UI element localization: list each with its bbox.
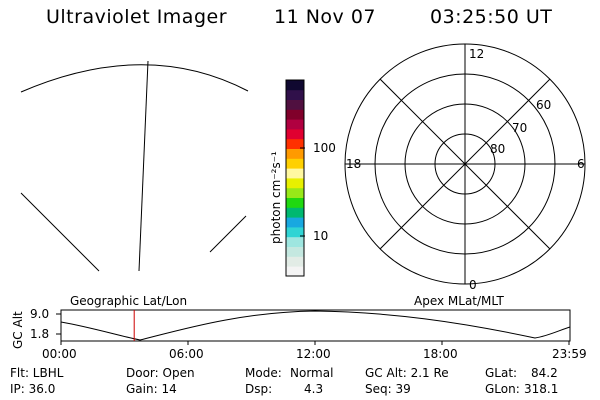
colorbar-segment xyxy=(286,207,304,218)
lat-label-70: 70 xyxy=(512,121,528,135)
meridian-line xyxy=(138,60,149,272)
glon-value: 318.1 xyxy=(524,382,559,396)
colorbar-segment xyxy=(286,138,304,149)
filter-readout: Flt: LBHL xyxy=(10,366,64,380)
gc-alt-readout: GC Alt: 2.1 Re xyxy=(365,366,449,380)
strip-xtick-4: 23:59 xyxy=(552,347,587,361)
mlt-polar-plot xyxy=(344,43,586,285)
mlt-diagonal-2 xyxy=(379,78,551,250)
strip-y-label: GC Alt xyxy=(11,311,25,349)
colorbar-segment xyxy=(286,129,304,140)
glat-value: 84.2 xyxy=(531,366,558,380)
geographic-image-panel xyxy=(20,60,249,272)
colorbar-segment xyxy=(286,109,304,120)
image-date: 11 Nov 07 xyxy=(274,6,377,28)
imager-title: Ultraviolet Imager xyxy=(46,6,228,28)
glat-label: GLat: xyxy=(485,366,518,380)
colorbar-segment xyxy=(286,99,304,110)
altitude-curve xyxy=(60,310,571,341)
colorbar-segment xyxy=(286,119,304,130)
colorbar-segment xyxy=(286,80,304,91)
dsp-value: 4.3 xyxy=(304,382,324,396)
earth-limb-arc xyxy=(20,64,249,93)
mlt-label-0: 0 xyxy=(469,278,477,292)
mlt-label-18: 18 xyxy=(346,157,362,171)
intensity-colorbar xyxy=(285,79,305,277)
colorbar-ticks xyxy=(300,147,305,237)
ip-readout: IP: 36.0 xyxy=(10,382,56,396)
mode-value: Normal xyxy=(290,366,334,380)
colorbar-unit-label: photon cm⁻²s⁻¹ xyxy=(269,151,283,244)
colorbar-segment xyxy=(286,246,304,257)
lat-label-60: 60 xyxy=(536,98,552,112)
strip-xtick-0: 00:00 xyxy=(42,347,77,361)
altitude-strip-chart xyxy=(56,309,571,345)
strip-frame xyxy=(60,309,571,342)
mlt-label-6: 6 xyxy=(577,157,585,171)
colorbar-segment xyxy=(286,236,304,247)
grid-line-right xyxy=(209,215,247,253)
colorbar-segment xyxy=(286,158,304,169)
colorbar-segment xyxy=(286,266,304,277)
mode-label: Mode: xyxy=(245,366,282,380)
grid-line-left xyxy=(20,192,100,272)
colorbar-tick-100: 100 xyxy=(313,141,336,155)
strip-ytick-top: 9.0 xyxy=(30,307,50,321)
lat-label-80: 80 xyxy=(490,142,506,156)
strip-right-title: Apex MLat/MLT xyxy=(414,294,504,308)
strip-xtick-3: 18:00 xyxy=(423,347,458,361)
colorbar-segment xyxy=(286,187,304,198)
colorbar-segment xyxy=(286,168,304,179)
glon-label: GLon: xyxy=(485,382,520,396)
colorbar-segment xyxy=(286,197,304,208)
gain-readout: Gain: 14 xyxy=(126,382,177,396)
x-ticks xyxy=(60,341,570,345)
seq-readout: Seq: 39 xyxy=(365,382,411,396)
colorbar-segment xyxy=(286,178,304,189)
strip-ytick-bottom: 1.8 xyxy=(30,327,50,341)
colorbar-segment xyxy=(286,217,304,228)
colorbar-segment xyxy=(286,256,304,267)
image-time: 03:25:50 UT xyxy=(430,6,553,28)
door-readout: Door: Open xyxy=(126,366,195,380)
mlt-label-12: 12 xyxy=(469,47,485,61)
colorbar-frame xyxy=(285,79,305,277)
strip-xtick-1: 06:00 xyxy=(169,347,204,361)
dsp-label: Dsp: xyxy=(245,382,273,396)
colorbar-segment xyxy=(286,227,304,238)
colorbar-segment xyxy=(286,148,304,159)
strip-left-title: Geographic Lat/Lon xyxy=(70,294,188,308)
strip-xtick-2: 12:00 xyxy=(296,347,331,361)
colorbar-tick-10: 10 xyxy=(313,229,329,243)
colorbar-segment xyxy=(286,89,304,100)
